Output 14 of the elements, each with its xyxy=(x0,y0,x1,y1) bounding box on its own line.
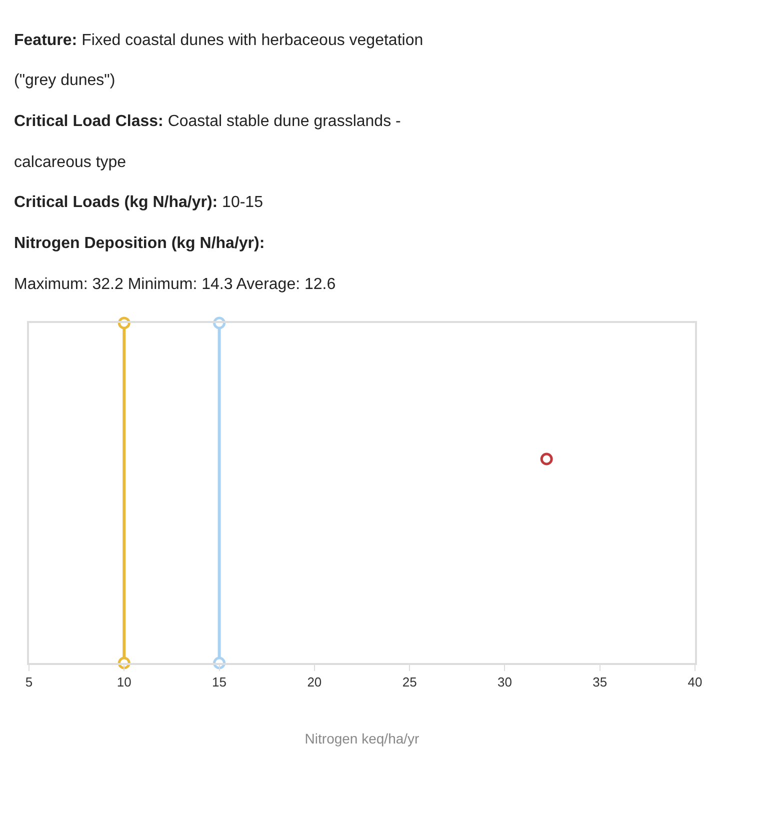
x-tick-label: 10 xyxy=(116,674,132,690)
text: Critical Loads (kg N/ha/yr): 10-15 xyxy=(14,194,264,211)
x-tick-label: 25 xyxy=(402,674,417,690)
x-tick-label: 40 xyxy=(688,674,702,690)
text: Critical Load Class: Coastal stable dune grasslands - calcareous type xyxy=(14,113,401,171)
x-tick-label: 5 xyxy=(25,674,33,690)
text: Nitrogen Deposition (kg N/ha/yr): xyxy=(14,235,265,252)
x-tick-label: 20 xyxy=(307,674,322,690)
x-tick-label: 35 xyxy=(592,674,608,690)
text: Feature: Fixed coastal dunes with herbaceous vegetation ("grey dunes") xyxy=(14,32,424,89)
chart-subtitle: Maximum: 32.2 Minimum: 14.3 Average: 12.6 xyxy=(14,276,336,293)
x-axis-title: Nitrogen keq/ha/yr xyxy=(304,730,420,746)
x-tick-label: 30 xyxy=(497,674,512,690)
x-tick-label: 15 xyxy=(212,674,227,690)
